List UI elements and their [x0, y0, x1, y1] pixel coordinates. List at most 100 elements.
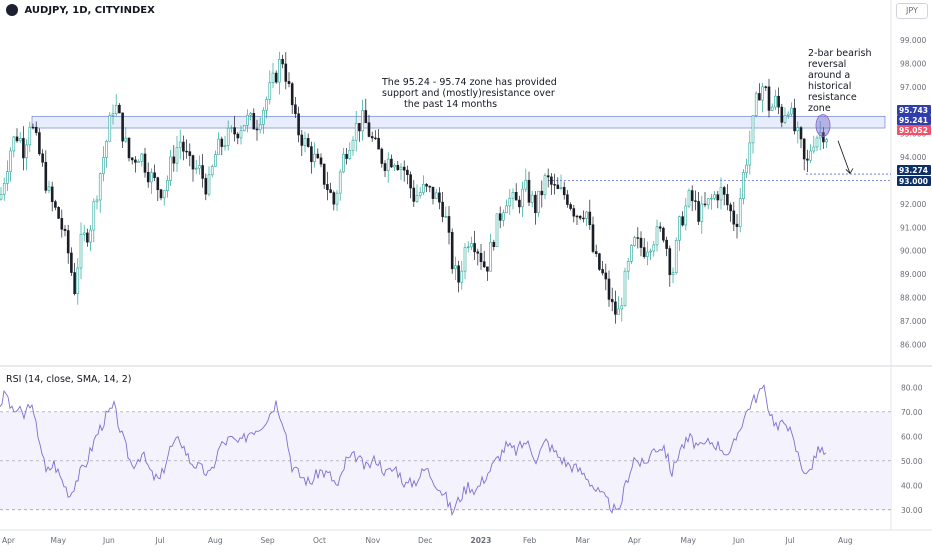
candle-body — [681, 216, 684, 226]
candle-body — [364, 110, 368, 124]
rsi-tick-label: 30.00 — [901, 506, 923, 515]
candle-body — [73, 272, 76, 294]
candle-body — [95, 199, 99, 203]
candle-body — [604, 272, 608, 280]
candle-body — [108, 115, 112, 142]
candle-body — [121, 112, 124, 142]
price-tick-label: 86.000 — [900, 340, 926, 349]
candle-body — [783, 115, 787, 123]
candle-body — [809, 150, 812, 161]
time-axis-label: Apr — [628, 536, 642, 545]
candle-body — [748, 142, 752, 166]
candle-body — [662, 227, 665, 241]
candle-body — [550, 176, 553, 185]
time-axis-label: Dec — [418, 536, 433, 545]
candle-body — [182, 141, 185, 152]
candle-body — [236, 133, 240, 139]
candle-body — [194, 167, 198, 170]
zone-annotation: The 95.24 - 95.74 zone has provided supp… — [382, 77, 557, 110]
candle-body — [566, 194, 569, 205]
rsi-tick-label: 60.00 — [901, 432, 923, 441]
candle-body — [367, 122, 371, 137]
candle-body — [774, 95, 777, 108]
rsi-indicator-label[interactable]: RSI (14, close, SMA, 14, 2) — [6, 374, 132, 385]
symbol-header[interactable]: AUDJPY, 1D, CITYINDEX — [6, 4, 155, 16]
candle-body — [553, 184, 556, 186]
projection-arrow — [837, 140, 851, 174]
candle-body — [41, 153, 44, 163]
candle-body — [198, 165, 201, 169]
reversal-annotation-line: historical — [808, 81, 852, 92]
candle-body — [610, 299, 614, 303]
candle-body — [582, 217, 585, 220]
candle-body — [418, 192, 422, 196]
candle-body — [191, 155, 195, 170]
candle-body — [6, 171, 9, 184]
time-axis-label: Jul — [155, 536, 165, 545]
zone-annotation-line: support and (mostly)resistance over — [382, 88, 555, 99]
price-tick-label: 87.000 — [900, 317, 926, 326]
candle-body — [255, 128, 259, 131]
candle-body — [271, 72, 275, 84]
candle-body — [278, 59, 281, 83]
candle-body — [370, 136, 374, 139]
price-label-tag — [897, 176, 931, 186]
candle-body — [297, 113, 300, 136]
candle-body — [130, 157, 134, 161]
price-label-tag — [897, 165, 931, 175]
candle-body — [684, 205, 688, 226]
candle-body — [444, 216, 448, 218]
candle-body — [207, 174, 211, 195]
candle-body — [527, 179, 531, 203]
candle-body — [578, 215, 582, 219]
candle-body — [2, 182, 6, 195]
candle-body — [575, 215, 579, 218]
candle-body — [380, 148, 384, 164]
time-axis-label: Jun — [102, 536, 115, 545]
candle-body — [534, 194, 537, 214]
price-tick-label: 99.000 — [900, 36, 926, 45]
candle-body — [274, 72, 278, 83]
candle-body — [76, 267, 80, 294]
candle-body — [486, 266, 489, 272]
zone-annotation-line: the past 14 months — [404, 99, 498, 110]
candle-body — [521, 188, 524, 208]
reversal-annotation-line: resistance — [808, 92, 857, 103]
currency-button[interactable]: JPY — [896, 3, 928, 19]
candle-body — [460, 270, 464, 283]
candle-body — [246, 114, 249, 126]
candle-body — [630, 245, 633, 262]
candle-body — [591, 224, 595, 252]
candle-body — [319, 157, 323, 165]
candle-body — [700, 203, 704, 222]
candle-body — [242, 124, 246, 132]
price-label-text: 93.274 — [899, 166, 928, 175]
candle-body — [806, 158, 809, 161]
candle-body — [815, 137, 819, 148]
reversal-highlight — [815, 114, 831, 137]
candle-body — [188, 151, 192, 156]
candle-body — [111, 113, 115, 116]
candle-body — [217, 138, 220, 155]
candle-body — [201, 165, 204, 179]
candle-body — [543, 175, 547, 196]
candle-body — [44, 161, 48, 191]
candle-body — [642, 247, 646, 257]
candle-body — [374, 137, 377, 140]
candle-body — [9, 150, 12, 172]
candle-body — [175, 147, 179, 164]
candle-body — [754, 93, 758, 116]
candle-body — [790, 107, 793, 115]
candle-body — [636, 237, 640, 239]
candle-body — [124, 137, 128, 142]
candle-body — [159, 189, 163, 199]
price-tick-label: 88.000 — [900, 293, 926, 302]
candle-body — [495, 213, 499, 247]
candle-body — [735, 223, 739, 227]
candle-body — [687, 190, 691, 207]
candle-body — [15, 136, 19, 142]
candle-body — [732, 210, 736, 225]
candle-body — [466, 246, 470, 248]
candle-body — [140, 153, 144, 162]
